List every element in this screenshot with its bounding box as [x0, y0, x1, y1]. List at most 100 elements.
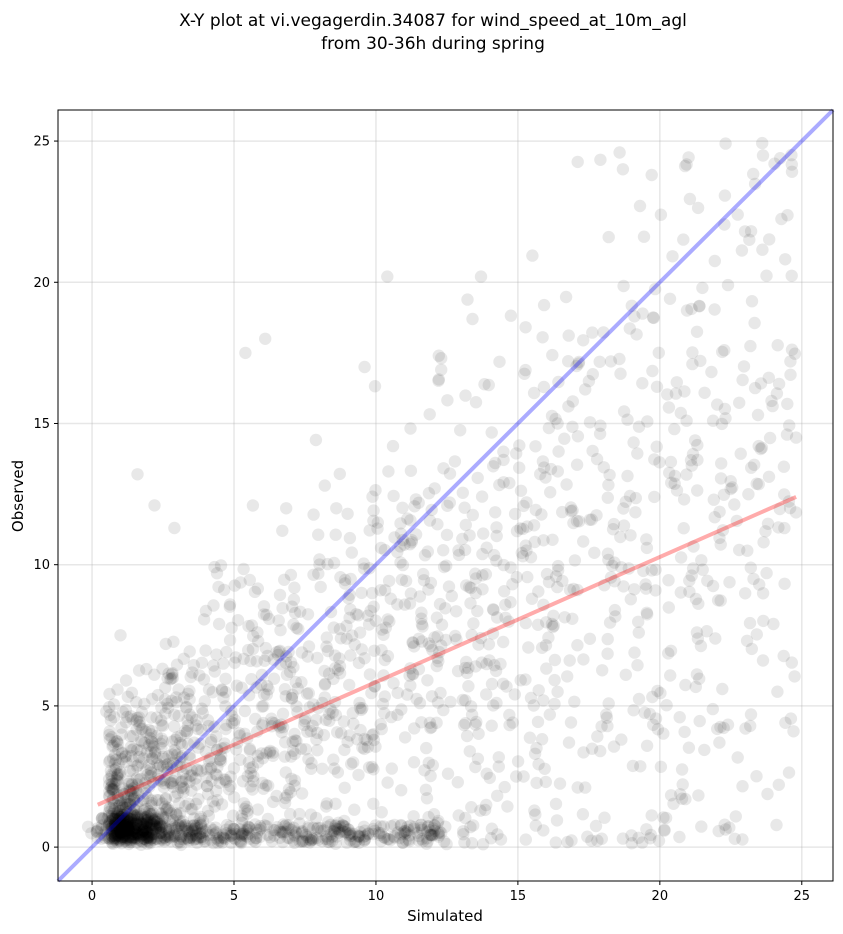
scatter-point	[385, 820, 398, 833]
scatter-point	[608, 575, 621, 588]
scatter-point	[586, 368, 599, 381]
scatter-point	[358, 652, 371, 665]
scatter-point	[426, 643, 439, 657]
scatter-point	[288, 581, 301, 594]
scatter-point	[466, 312, 479, 326]
scatter-point	[182, 797, 195, 810]
scatter-point	[155, 741, 168, 755]
scatter-point	[504, 596, 517, 609]
scatter-point	[343, 678, 356, 692]
scatter-point	[529, 503, 542, 517]
scatter-point	[723, 576, 736, 589]
scatter-point	[432, 814, 445, 828]
scatter-point	[518, 367, 531, 380]
scatter-point	[106, 830, 119, 843]
scatter-point	[487, 699, 500, 712]
scatter-point	[375, 623, 389, 636]
scatter-point	[311, 651, 324, 665]
scatter-point	[108, 829, 122, 843]
scatter-point	[194, 827, 207, 840]
scatter-point	[330, 502, 343, 515]
scatter-point	[183, 827, 196, 840]
scatter-point	[207, 599, 220, 612]
scatter-point	[490, 696, 503, 710]
scatter-point	[237, 797, 251, 810]
scatter-point	[661, 388, 674, 401]
scatter-point	[572, 357, 585, 370]
scatter-point	[317, 824, 331, 837]
scatter-point	[683, 585, 696, 598]
scatter-point	[408, 500, 421, 513]
scatter-point	[131, 759, 145, 772]
scatter-point	[126, 764, 140, 777]
scatter-point	[137, 832, 151, 845]
scatter-point	[119, 801, 132, 815]
scatter-point	[286, 688, 299, 701]
scatter-point	[185, 819, 198, 832]
scatter-point	[149, 822, 163, 835]
scatter-point	[95, 832, 108, 845]
scatter-point	[549, 797, 563, 811]
scatter-point	[583, 513, 596, 526]
scatter-point	[127, 810, 141, 823]
scatter-point	[224, 779, 237, 793]
scatter-point	[391, 686, 404, 700]
scatter-point	[692, 789, 705, 802]
scatter-point	[301, 650, 314, 663]
scatter-point	[567, 582, 580, 596]
scatter-point	[201, 779, 214, 793]
scatter-point	[604, 571, 618, 584]
scatter-point	[235, 809, 248, 822]
scatter-point	[377, 669, 390, 682]
scatter-point	[579, 781, 592, 794]
scatter-point	[168, 720, 181, 733]
scatter-point	[108, 831, 121, 844]
scatter-point	[652, 346, 665, 359]
scatter-point	[106, 801, 119, 815]
scatter-point	[404, 587, 418, 600]
scatter-point	[634, 760, 647, 773]
scatter-point	[142, 821, 155, 835]
scatter-point	[398, 731, 412, 744]
scatter-point	[108, 818, 122, 832]
scatter-point	[108, 829, 122, 842]
scatter-point	[433, 597, 447, 611]
scatter-point	[141, 831, 155, 844]
scatter-point	[115, 809, 129, 822]
scatter-point	[118, 824, 131, 837]
scatter-point	[668, 477, 681, 490]
scatter-point	[425, 828, 438, 842]
scatter-point	[353, 701, 367, 715]
scatter-point	[279, 825, 292, 838]
scatter-point	[146, 776, 160, 789]
scatter-point	[323, 707, 336, 721]
scatter-point	[646, 690, 659, 704]
scatter-point	[412, 496, 425, 509]
scatter-point	[353, 696, 366, 710]
scatter-point	[761, 787, 774, 801]
scatter-point	[469, 572, 483, 585]
scatter-point	[421, 825, 434, 839]
scatter-point	[476, 547, 489, 561]
scatter-point	[333, 467, 346, 481]
scatter-point	[127, 742, 140, 755]
scatter-point	[148, 814, 161, 827]
scatter-point	[115, 728, 128, 741]
scatter-point	[336, 825, 349, 838]
scatter-point	[102, 823, 116, 836]
scatter-point	[343, 827, 356, 841]
scatter-point	[403, 669, 416, 682]
scatter-point	[108, 822, 122, 835]
scatter-point	[175, 820, 188, 834]
scatter-point	[649, 712, 663, 725]
scatter-point	[503, 476, 516, 490]
scatter-point	[195, 723, 208, 737]
scatter-point	[288, 606, 302, 620]
scatter-point	[282, 783, 296, 796]
scatter-point	[698, 743, 711, 757]
scatter-point	[433, 825, 446, 838]
scatter-point	[138, 832, 152, 846]
scatter-point	[241, 804, 254, 817]
scatter-point	[381, 776, 394, 789]
scatter-point	[113, 799, 127, 812]
